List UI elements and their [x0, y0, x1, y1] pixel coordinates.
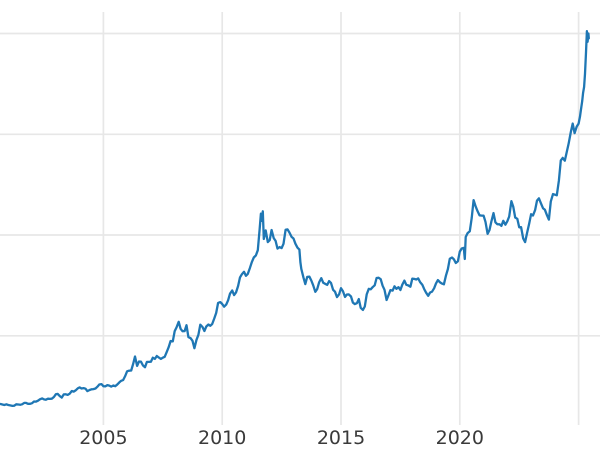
price-line	[0, 30, 590, 408]
